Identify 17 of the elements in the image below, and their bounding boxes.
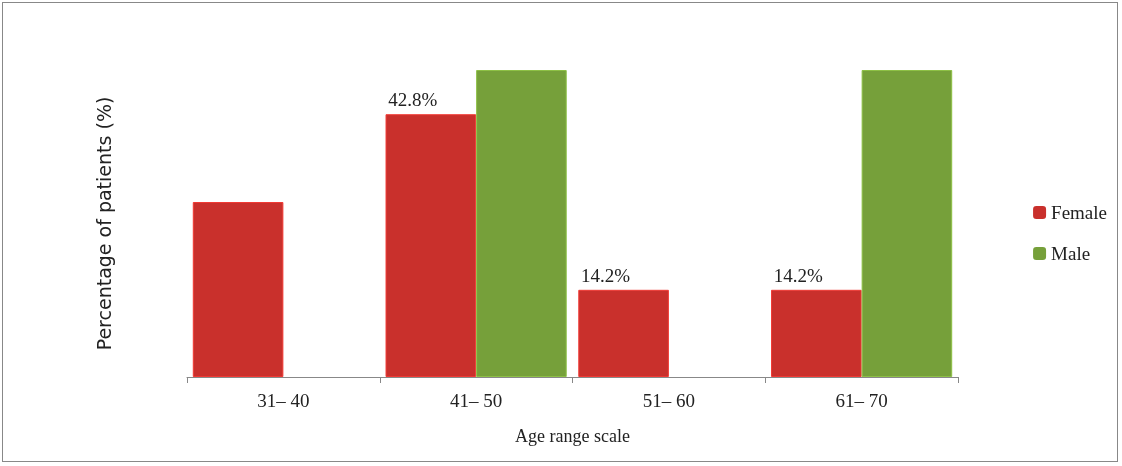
data-label: 14.2% (581, 264, 631, 286)
bar (861, 70, 953, 377)
bar (578, 289, 669, 377)
x-tick-label: 61– 70 (835, 390, 888, 411)
bar (476, 70, 567, 377)
y-axis-title: Percentage of patients (%) (92, 96, 115, 351)
data-label: 14.2% (773, 264, 824, 286)
x-tick-label: 31– 40 (257, 390, 310, 411)
x-tick-label: 41– 50 (450, 390, 503, 411)
x-axis-title: Age range scale (515, 426, 630, 446)
bar (771, 289, 862, 377)
bar (192, 202, 284, 377)
data-label: 42.8% (388, 89, 438, 111)
bar (385, 114, 477, 377)
legend-label: Female (1051, 202, 1108, 223)
x-tick-label: 51– 60 (642, 390, 695, 411)
legend-label: Male (1051, 243, 1091, 264)
